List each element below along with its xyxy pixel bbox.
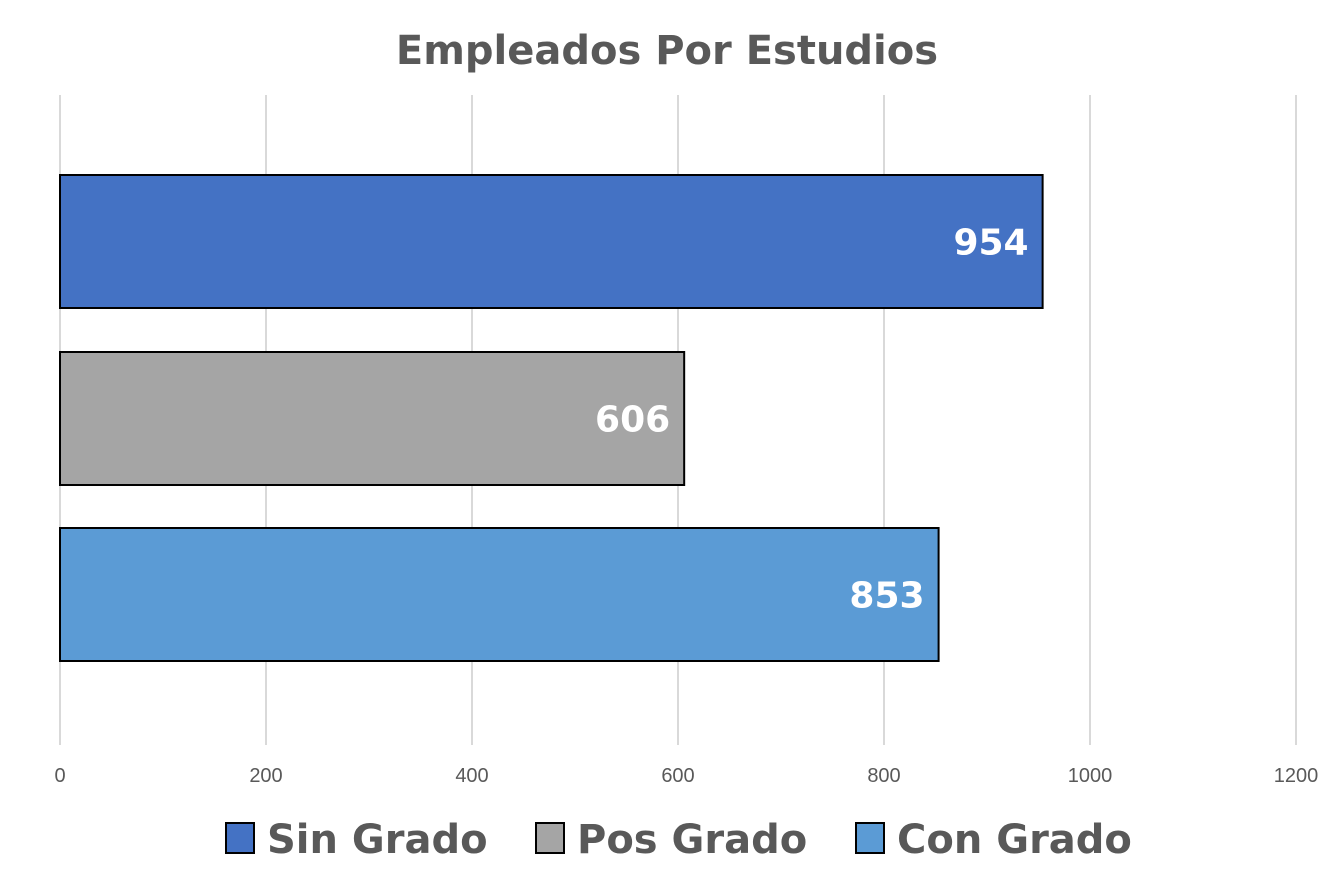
chart-title: Empleados Por Estudios	[396, 28, 938, 74]
x-axis-ticks: 0 200 400 600 800 1000 1200	[54, 765, 1318, 787]
x-tick-label: 1200	[1274, 765, 1319, 787]
bar-con-grado	[59, 527, 940, 662]
bar-sin-grado	[59, 174, 1044, 309]
x-tick-label: 400	[455, 765, 488, 787]
legend-swatch	[535, 822, 565, 854]
x-tick-label: 200	[249, 765, 282, 787]
x-tick-label: 600	[661, 765, 694, 787]
x-tick-label: 1000	[1068, 765, 1113, 787]
data-label: 954	[953, 223, 1028, 264]
x-tick-label: 0	[54, 765, 65, 787]
legend-entry: Con Grado	[897, 817, 1132, 863]
legend: Sin Grado Pos Grado Con Grado	[225, 817, 1132, 863]
bar-pos-grado	[59, 351, 686, 486]
bars	[59, 174, 1044, 662]
legend-entry: Pos Grado	[577, 817, 807, 863]
data-label: 853	[849, 576, 924, 617]
data-labels: 954 606 853	[595, 223, 1029, 617]
data-label: 606	[595, 400, 670, 441]
legend-swatch	[855, 822, 885, 854]
legend-swatch	[225, 822, 255, 854]
x-tick-label: 800	[867, 765, 900, 787]
legend-entry: Sin Grado	[267, 817, 488, 863]
